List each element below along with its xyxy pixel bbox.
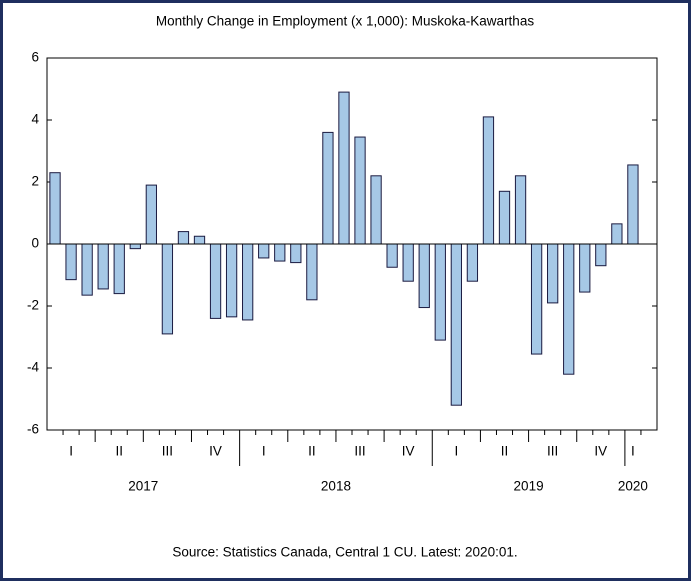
bar	[145, 184, 157, 245]
bar	[49, 172, 61, 245]
bar	[274, 243, 286, 262]
y-tick-label: -2	[27, 298, 39, 313]
bar	[434, 243, 446, 341]
bar	[547, 243, 559, 304]
quarter-label: IV	[594, 444, 607, 459]
year-label: 2020	[618, 479, 648, 494]
bar	[627, 164, 639, 245]
bar	[242, 243, 254, 321]
bar	[338, 91, 350, 245]
quarter-label: II	[308, 444, 316, 459]
bar	[418, 243, 430, 309]
bar	[161, 243, 174, 335]
bar	[466, 243, 479, 282]
bar	[81, 243, 93, 296]
bar	[258, 243, 270, 259]
bar	[65, 243, 77, 281]
chart-title: Monthly Change in Employment (x 1,000): …	[156, 14, 534, 29]
bar	[450, 243, 462, 406]
y-tick-label: 2	[31, 174, 39, 189]
bar	[322, 131, 334, 245]
bar	[611, 223, 623, 245]
quarter-label: IV	[402, 444, 415, 459]
bar	[402, 243, 414, 282]
bar	[177, 231, 190, 245]
bar	[530, 243, 543, 355]
source-note: Source: Statistics Canada, Central 1 CU.…	[172, 545, 517, 560]
bar	[113, 243, 125, 295]
bar	[370, 175, 382, 245]
quarter-label: III	[162, 444, 173, 459]
bar	[225, 243, 238, 318]
y-tick-label: -6	[27, 422, 39, 437]
bar	[579, 243, 591, 293]
bar	[193, 235, 206, 245]
y-tick-label: 0	[31, 236, 39, 251]
y-tick-label: -4	[27, 360, 39, 375]
quarter-label: I	[631, 444, 635, 459]
bar	[209, 243, 222, 319]
bar	[595, 243, 607, 267]
bar	[386, 243, 398, 268]
bar	[498, 190, 511, 245]
quarter-label: III	[354, 444, 365, 459]
quarter-label: I	[454, 444, 458, 459]
bar	[514, 175, 527, 245]
bar	[482, 116, 495, 245]
quarter-label: III	[547, 444, 558, 459]
quarter-label: IV	[209, 444, 222, 459]
bar	[306, 243, 318, 301]
quarter-label: II	[501, 444, 509, 459]
year-label: 2019	[514, 479, 544, 494]
year-label: 2018	[321, 479, 351, 494]
bar	[97, 243, 109, 290]
quarter-label: II	[115, 444, 123, 459]
y-tick-label: 4	[31, 112, 39, 127]
bar	[354, 136, 366, 245]
year-label: 2017	[128, 479, 158, 494]
quarter-label: I	[69, 444, 73, 459]
quarter-label: I	[262, 444, 266, 459]
y-tick-label: 6	[31, 50, 39, 65]
bar	[129, 243, 141, 250]
bar	[563, 243, 575, 375]
bar	[290, 243, 302, 264]
